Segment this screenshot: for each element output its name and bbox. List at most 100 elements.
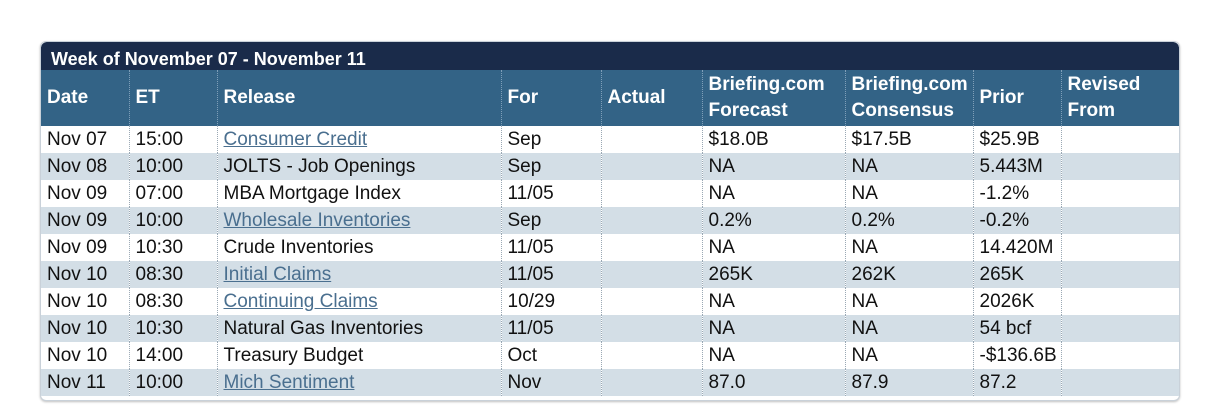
release-link-initial-claims[interactable]: Initial Claims [223, 264, 332, 285]
cell-revised [1060, 315, 1179, 342]
release-link-mich-sentiment[interactable]: Mich Sentiment [223, 372, 355, 393]
cell-release: Continuing Claims [216, 288, 501, 315]
header-actual: Actual [600, 70, 702, 126]
cell-revised [1060, 153, 1179, 180]
cell-for: Oct [500, 342, 601, 369]
cell-for: Nov [500, 369, 601, 396]
header-revised: Revised From [1060, 70, 1179, 126]
cell-prior: -0.2% [972, 207, 1061, 234]
cell-for: Sep [500, 126, 601, 153]
table-row: Nov 10 08:30 Initial Claims 11/05 265K 2… [41, 261, 1179, 288]
cell-actual [600, 207, 702, 234]
cell-for: 11/05 [500, 315, 601, 342]
cell-et: 10:00 [128, 369, 217, 396]
table-row: Nov 07 15:00 Consumer Credit Sep $18.0B … [41, 126, 1179, 153]
cell-forecast: NA [701, 234, 845, 261]
cell-consensus: NA [844, 234, 973, 261]
table-row: Nov 11 10:00 Mich Sentiment Nov 87.0 87.… [41, 369, 1179, 396]
cell-actual [600, 369, 702, 396]
cell-prior: -$136.6B [972, 342, 1061, 369]
header-release: Release [216, 70, 501, 126]
release-link-wholesale-inventories[interactable]: Wholesale Inventories [223, 210, 411, 231]
economic-calendar: Week of November 07 - November 11 Date E… [40, 41, 1180, 401]
table-row: Nov 09 10:00 Wholesale Inventories Sep 0… [41, 207, 1179, 234]
cell-et: 14:00 [128, 342, 217, 369]
cell-date: Nov 11 [47, 372, 106, 393]
cell-prior: 2026K [972, 288, 1061, 315]
table-row: Nov 10 14:00 Treasury Budget Oct NA NA -… [41, 342, 1179, 369]
cell-consensus: NA [844, 342, 973, 369]
table-row: Nov 09 07:00 MBA Mortgage Index 11/05 NA… [41, 180, 1179, 207]
header-prior: Prior [972, 70, 1061, 126]
cell-et: 10:00 [128, 207, 217, 234]
cell-release: Crude Inventories [216, 234, 501, 261]
cell-prior: -1.2% [972, 180, 1061, 207]
header-consensus: Briefing.com Consensus [844, 70, 973, 126]
cell-et: 08:30 [128, 288, 217, 315]
cell-date: Nov 09 [47, 210, 108, 231]
cell-date: Nov 07 [47, 129, 108, 150]
cell-date: Nov 10 [47, 318, 108, 339]
cell-revised [1060, 342, 1179, 369]
cell-for: Sep [500, 207, 601, 234]
table-row: Nov 10 10:30 Natural Gas Inventories 11/… [41, 315, 1179, 342]
cell-prior: $25.9B [972, 126, 1061, 153]
cell-release: JOLTS - Job Openings [216, 153, 501, 180]
cell-date: Nov 09 [47, 237, 108, 258]
cell-actual [600, 288, 702, 315]
cell-for: 11/05 [500, 234, 601, 261]
cell-prior: 265K [972, 261, 1061, 288]
header-row: Date ET Release For Actual Briefing.com F… [41, 70, 1179, 126]
cell-for: 11/05 [500, 180, 601, 207]
table-row: Nov 09 10:30 Crude Inventories 11/05 NA … [41, 234, 1179, 261]
cell-consensus: 87.9 [844, 369, 973, 396]
cell-et: 08:30 [128, 261, 217, 288]
header-for: For [500, 70, 601, 126]
cell-et: 10:30 [128, 315, 217, 342]
cell-forecast: NA [701, 342, 845, 369]
cell-et: 10:00 [128, 153, 217, 180]
cell-prior: 54 bcf [972, 315, 1061, 342]
cell-revised [1060, 207, 1179, 234]
cell-release: Natural Gas Inventories [216, 315, 501, 342]
cell-date: Nov 10 [47, 291, 108, 312]
cell-actual [600, 342, 702, 369]
cell-forecast: 87.0 [701, 369, 845, 396]
header-et: ET [128, 70, 217, 126]
cell-date: Nov 10 [47, 345, 108, 366]
cell-prior: 87.2 [972, 369, 1061, 396]
cell-actual [600, 261, 702, 288]
header-forecast: Briefing.com Forecast [701, 70, 845, 126]
calendar-table: Date ET Release For Actual Briefing.com F… [41, 70, 1179, 396]
cell-prior: 14.420M [972, 234, 1061, 261]
release-link-continuing-claims[interactable]: Continuing Claims [223, 291, 378, 312]
cell-prior: 5.443M [972, 153, 1061, 180]
cell-consensus: 0.2% [844, 207, 973, 234]
cell-forecast: NA [701, 153, 845, 180]
cell-consensus: $17.5B [844, 126, 973, 153]
cell-consensus: NA [844, 180, 973, 207]
cell-forecast: 0.2% [701, 207, 845, 234]
cell-for: 10/29 [500, 288, 601, 315]
cell-for: 11/05 [500, 261, 601, 288]
cell-et: 07:00 [128, 180, 217, 207]
cell-consensus: NA [844, 288, 973, 315]
header-date: Date [47, 87, 89, 108]
cell-revised [1060, 234, 1179, 261]
cell-revised [1060, 180, 1179, 207]
cell-actual [600, 234, 702, 261]
release-link-consumer-credit[interactable]: Consumer Credit [223, 129, 368, 150]
cell-forecast: NA [701, 288, 845, 315]
cell-consensus: 262K [844, 261, 973, 288]
cell-forecast: $18.0B [701, 126, 845, 153]
cell-release: Treasury Budget [216, 342, 501, 369]
cell-for: Sep [500, 153, 601, 180]
cell-revised [1060, 288, 1179, 315]
cell-release: MBA Mortgage Index [216, 180, 501, 207]
cell-consensus: NA [844, 315, 973, 342]
cell-date: Nov 10 [47, 264, 108, 285]
cell-et: 10:30 [128, 234, 217, 261]
cell-revised [1060, 261, 1179, 288]
cell-actual [600, 315, 702, 342]
cell-release: Initial Claims [216, 261, 501, 288]
